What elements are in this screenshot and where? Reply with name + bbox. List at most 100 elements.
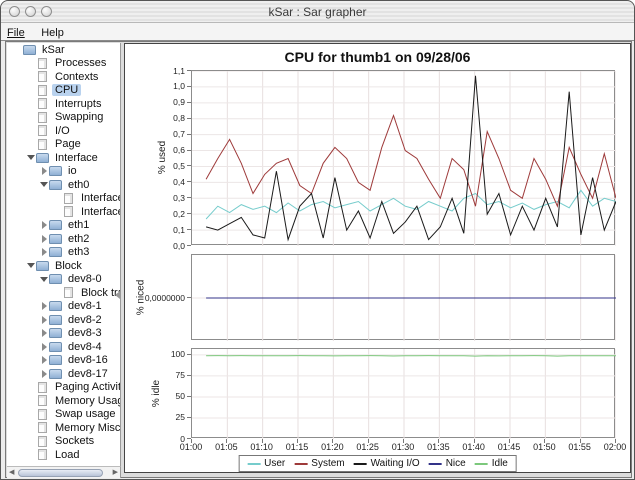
tree-item-dev8-0[interactable]: dev8-0 bbox=[7, 273, 120, 287]
tree-item-ksar[interactable]: kSar bbox=[7, 43, 120, 57]
folder-icon bbox=[49, 220, 62, 231]
tree-item-memory-usage[interactable]: Memory Usage bbox=[7, 394, 120, 408]
x-tick-mark bbox=[191, 439, 192, 443]
tree-item-eth3[interactable]: eth3 bbox=[7, 246, 120, 260]
tree-item-label: dev8-17 bbox=[68, 367, 108, 380]
tree-expanded-icon[interactable] bbox=[26, 155, 36, 161]
scroll-left-icon[interactable]: ◀ bbox=[9, 469, 15, 476]
tree-item-dev8-3[interactable]: dev8-3 bbox=[7, 327, 120, 341]
tree-item-label: Page bbox=[55, 138, 81, 151]
tree-item-eth0[interactable]: eth0 bbox=[7, 178, 120, 192]
tree-item-label: Sockets bbox=[55, 435, 95, 448]
tree-item-processes[interactable]: Processes bbox=[7, 57, 120, 71]
zoom-window-button[interactable] bbox=[41, 6, 52, 17]
splitpane-collapse-icon[interactable] bbox=[115, 291, 120, 299]
tree-collapsed-icon[interactable] bbox=[39, 329, 49, 338]
tree-item-interface-tr[interactable]: Interface tr bbox=[7, 192, 120, 206]
y-tick-label: 0,3 bbox=[173, 192, 185, 203]
document-icon bbox=[38, 408, 47, 420]
tree-item-dev8-17[interactable]: dev8-17 bbox=[7, 367, 120, 381]
y-tick-label: 0,5 bbox=[173, 160, 185, 171]
tree-item-label: dev8-0 bbox=[68, 273, 102, 286]
menu-file[interactable]: File bbox=[7, 27, 25, 39]
tree-item-label: I/O bbox=[55, 124, 70, 137]
tree-collapsed-icon[interactable] bbox=[39, 234, 49, 243]
y-tick-mark bbox=[187, 297, 191, 298]
tree-item-eth1[interactable]: eth1 bbox=[7, 219, 120, 233]
tree-item-dev8-2[interactable]: dev8-2 bbox=[7, 313, 120, 327]
tree-item-block[interactable]: Block bbox=[7, 259, 120, 273]
x-tick-mark bbox=[544, 439, 546, 443]
tree-collapsed-icon[interactable] bbox=[39, 248, 49, 257]
document-icon bbox=[38, 57, 47, 69]
x-tick-mark bbox=[367, 439, 369, 443]
tree-collapsed-icon[interactable] bbox=[39, 167, 49, 176]
tree-item-label: io bbox=[68, 165, 77, 178]
sidebar-tree[interactable]: kSar Processes Contexts CPU Interrupts Swappi… bbox=[7, 43, 121, 466]
tree-expanded-icon[interactable] bbox=[26, 263, 36, 269]
tree-collapsed-icon[interactable] bbox=[39, 302, 49, 311]
tree-item-swap-usage[interactable]: Swap usage bbox=[7, 408, 120, 422]
x-tick-label: 01:15 bbox=[285, 442, 309, 452]
tree-item-contexts[interactable]: Contexts bbox=[7, 70, 120, 84]
y-tick-label: 0,0000000 bbox=[144, 292, 185, 303]
x-tick-label: 01:20 bbox=[321, 442, 344, 452]
tree-collapsed-icon[interactable] bbox=[39, 315, 49, 324]
tree-item-dev8-1[interactable]: dev8-1 bbox=[7, 300, 120, 314]
y-tick-label: 25 bbox=[175, 412, 185, 423]
y-tick-mark bbox=[187, 416, 191, 418]
tree-item-i-o[interactable]: I/O bbox=[7, 124, 120, 138]
folder-icon bbox=[49, 328, 62, 339]
tree-item-page[interactable]: Page bbox=[7, 138, 120, 152]
tree-item-interrupts[interactable]: Interrupts bbox=[7, 97, 120, 111]
tree-expanded-icon[interactable] bbox=[39, 182, 49, 188]
y-axis-label: % idle bbox=[151, 379, 163, 407]
tree-collapsed-icon[interactable] bbox=[39, 369, 49, 378]
legend-entry-user: User bbox=[247, 458, 285, 469]
folder-icon bbox=[49, 301, 62, 312]
tree-item-label: Load bbox=[55, 448, 80, 461]
tree-item-interface[interactable]: Interface bbox=[7, 151, 120, 165]
x-tick-mark bbox=[261, 439, 263, 443]
menu-help[interactable]: Help bbox=[41, 27, 64, 39]
chart-legend: User System Waiting I/O Nice Idle bbox=[238, 455, 517, 472]
tree-item-swapping[interactable]: Swapping bbox=[7, 111, 120, 125]
x-tick-label: 01:45 bbox=[497, 442, 521, 452]
x-tick-label: 01:10 bbox=[250, 442, 273, 452]
legend-label: Idle bbox=[491, 458, 508, 469]
sidebar-horizontal-scrollbar[interactable]: ◀ ▶ bbox=[7, 466, 121, 478]
document-icon bbox=[38, 98, 47, 110]
tree-item-interface-er[interactable]: Interface er bbox=[7, 205, 120, 219]
tree-item-cpu[interactable]: CPU bbox=[7, 84, 120, 98]
document-icon bbox=[38, 71, 47, 83]
tree-item-dev8-16[interactable]: dev8-16 bbox=[7, 354, 120, 368]
y-tick-mark bbox=[187, 101, 191, 103]
legend-label: System bbox=[311, 458, 345, 469]
tree-item-memory-misc[interactable]: Memory Misc bbox=[7, 421, 120, 435]
legend-swatch-icon bbox=[428, 462, 442, 465]
scroll-right-icon[interactable]: ▶ bbox=[112, 469, 118, 476]
tree-collapsed-icon[interactable] bbox=[39, 356, 49, 365]
tree-expanded-icon[interactable] bbox=[39, 276, 49, 282]
title-bar[interactable]: kSar : Sar grapher bbox=[1, 1, 634, 23]
y-tick-mark bbox=[187, 70, 191, 71]
y-tick-mark bbox=[187, 133, 191, 135]
y-tick-label: 0,1 bbox=[173, 224, 185, 235]
scrollbar-thumb[interactable] bbox=[18, 468, 103, 477]
tree-item-label: Swapping bbox=[55, 111, 104, 124]
tree-item-dev8-4[interactable]: dev8-4 bbox=[7, 340, 120, 354]
tree-item-eth2[interactable]: eth2 bbox=[7, 232, 120, 246]
tree-item-io[interactable]: io bbox=[7, 165, 120, 179]
tree-collapsed-icon[interactable] bbox=[39, 342, 49, 351]
tree-item-load[interactable]: Load bbox=[7, 448, 120, 462]
close-window-button[interactable] bbox=[9, 6, 20, 17]
y-tick-label: 0,9 bbox=[173, 97, 185, 108]
tree-item-sockets[interactable]: Sockets bbox=[7, 435, 120, 449]
y-tick-mark bbox=[187, 374, 191, 376]
tree-item-block-trans[interactable]: Block trans bbox=[7, 286, 120, 300]
tree-collapsed-icon[interactable] bbox=[39, 221, 49, 230]
minimize-window-button[interactable] bbox=[25, 6, 36, 17]
x-tick-mark bbox=[226, 439, 228, 443]
folder-icon bbox=[49, 341, 62, 352]
tree-item-paging-activity[interactable]: Paging Activity bbox=[7, 381, 120, 395]
